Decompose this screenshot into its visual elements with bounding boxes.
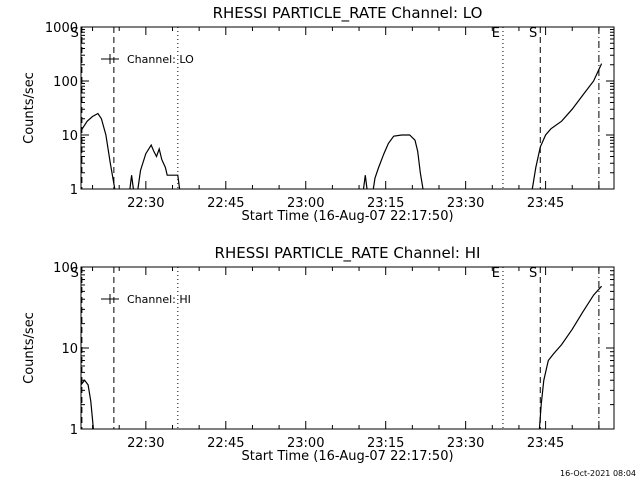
y-tick-label: 10 [61, 129, 78, 144]
x-tick-label: 22:45 [207, 436, 244, 451]
x-tick-label: 23:45 [527, 196, 564, 211]
x-tick-label: 23:30 [447, 436, 484, 451]
event-marker-label: E [492, 266, 500, 281]
event-marker-label: S [529, 26, 537, 41]
y-tick-label: 100 [53, 75, 78, 90]
event-marker-label: S [529, 266, 537, 281]
y-tick-label: 1000 [45, 21, 78, 36]
legend-label: Channel: HI [127, 293, 191, 306]
legend-label: Channel: LO [127, 53, 194, 66]
series-line-segment [80, 112, 116, 190]
series-line-segment [362, 175, 368, 190]
panel-hi: RHESSI PARTICLE_RATE Channel: HI 22:30 22:… [22, 244, 615, 464]
y-tick-label: 100 [53, 261, 78, 276]
x-axis-label: Start Time (16-Aug-07 22:17:50) [241, 449, 453, 464]
x-tick-label: 23:30 [447, 196, 484, 211]
y-axis-label: Counts/sec [22, 72, 37, 144]
x-tick-label: 22:30 [127, 196, 164, 211]
y-tick-label: 1 [70, 183, 78, 198]
x-tick-label: 23:15 [367, 196, 404, 211]
series-line-segment [129, 175, 134, 190]
event-marker-label: E [492, 26, 500, 41]
x-tick-label: 22:45 [207, 196, 244, 211]
series-line-segment [137, 143, 181, 190]
x-axis-label: Start Time (16-Aug-07 22:17:50) [241, 209, 453, 224]
y-tick-label: 1 [70, 423, 78, 438]
chart-title: RHESSI PARTICLE_RATE Channel: HI [215, 244, 481, 263]
y-tick-label: 10 [61, 342, 78, 357]
event-marker-label: S [71, 266, 79, 281]
x-tick-label: 23:00 [287, 196, 324, 211]
footer-timestamp: 16-Oct-2021 08:04 [560, 469, 636, 478]
event-marker-label: S [71, 26, 79, 41]
x-tick-label: 23:00 [287, 436, 324, 451]
x-tick-label: 23:45 [527, 436, 564, 451]
x-tick-label: 22:30 [127, 436, 164, 451]
chart-title: RHESSI PARTICLE_RATE Channel: LO [213, 4, 483, 23]
series-line-segment [80, 379, 94, 430]
series-line-segment [372, 134, 424, 190]
plot-frame [80, 26, 615, 190]
x-tick-label: 23:15 [367, 436, 404, 451]
panel-lo: RHESSI PARTICLE_RATE Channel: LO 22:30 22:… [22, 4, 615, 224]
y-axis-label: Counts/sec [22, 312, 37, 384]
plot-frame [80, 266, 615, 430]
series-line-segment [531, 63, 603, 190]
series-line-segment [538, 285, 603, 430]
